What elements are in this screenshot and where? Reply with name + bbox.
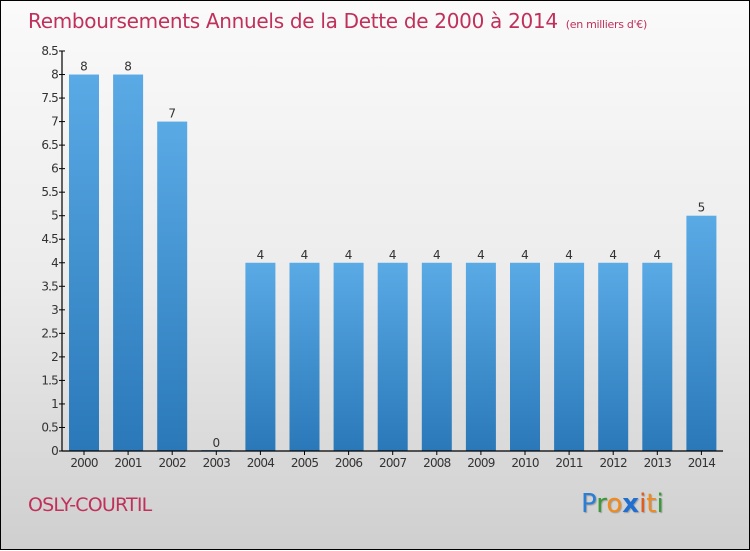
bar-2001 [113, 74, 144, 451]
value-label-2007: 4 [389, 248, 397, 262]
y-tick-label: 5.5 [41, 185, 58, 199]
y-tick-label: 0.5 [41, 420, 58, 434]
x-tick-label-2006: 2006 [335, 456, 363, 470]
value-label-2013: 4 [653, 248, 661, 262]
x-tick-label-2009: 2009 [467, 456, 495, 470]
bar-2010 [510, 262, 540, 451]
y-tick-label: 6.5 [41, 138, 58, 152]
x-tick-label-2003: 2003 [203, 456, 231, 470]
value-label-2006: 4 [345, 248, 353, 262]
chart-title: Remboursements Annuels de la Dette de 20… [28, 9, 647, 33]
value-label-2000: 8 [80, 60, 88, 74]
y-tick-label: 3.5 [41, 279, 58, 293]
bar-2002 [157, 121, 188, 452]
title-text: Remboursements Annuels de la Dette de 20… [28, 9, 558, 33]
x-tick-label-2014: 2014 [688, 456, 716, 470]
bar-2009 [465, 262, 496, 451]
y-tick-label: 0 [51, 444, 58, 458]
logo-letter: P [581, 489, 597, 519]
value-label-2002: 7 [168, 107, 176, 121]
x-tick-label-2000: 2000 [70, 456, 98, 470]
bar-2005 [289, 262, 320, 451]
value-label-2003: 0 [212, 436, 220, 450]
value-label-2005: 4 [301, 248, 309, 262]
logo-letter: o [606, 489, 623, 519]
y-tick-label: 7 [51, 115, 58, 129]
bar-2008 [421, 262, 452, 451]
x-tick-label-2001: 2001 [114, 456, 142, 470]
y-axis: 0 0.5 1 1.5 2 2.5 3 3.5 4 4.5 5 5.5 6 6.5 7 7.5 8 8.5 [41, 44, 65, 458]
city-name: OSLY-COURTIL [28, 494, 152, 516]
x-tick-label-2008: 2008 [423, 456, 451, 470]
x-tick-label-2011: 2011 [555, 456, 583, 470]
x-tick-label-2013: 2013 [644, 456, 672, 470]
y-tick-label: 1 [51, 397, 58, 411]
bar-2012 [598, 262, 629, 451]
bar-2014 [686, 215, 717, 451]
y-tick-label: 1.5 [41, 373, 58, 387]
x-tick-label-2007: 2007 [379, 456, 407, 470]
x-axis: 2000 2001 2002 2003 2004 2005 2006 2007 2008 2009… [62, 450, 723, 470]
value-label-2009: 4 [477, 248, 485, 262]
x-tick-label-2012: 2012 [600, 456, 628, 470]
logo-letter: i [656, 489, 664, 519]
y-tick-label: 7.5 [41, 91, 58, 105]
y-tick-label: 2 [51, 350, 58, 364]
y-tick-label: 5 [51, 209, 58, 223]
x-tick-label-2004: 2004 [247, 456, 275, 470]
logo-letter: r [596, 489, 607, 519]
y-tick-label: 6 [51, 162, 58, 176]
bars-group: 8 8 7 0 4 4 4 4 4 4 4 4 4 4 5 [69, 60, 717, 452]
x-tick-label-2005: 2005 [291, 456, 319, 470]
y-tick-label: 8.5 [41, 44, 58, 58]
y-tick-label: 2.5 [41, 326, 58, 340]
value-label-2011: 4 [565, 248, 573, 262]
logo-letter: i [639, 489, 647, 519]
value-label-2010: 4 [521, 248, 529, 262]
value-label-2014: 5 [698, 201, 706, 215]
y-tick-label: 8 [51, 68, 58, 82]
bar-2007 [377, 262, 408, 451]
y-tick-label: 4 [51, 256, 58, 270]
x-tick-label-2010: 2010 [511, 456, 539, 470]
value-label-2008: 4 [433, 248, 441, 262]
bar-2013 [642, 262, 673, 451]
logo-letter: x [622, 489, 640, 519]
y-tick-label: 3 [51, 303, 58, 317]
chart-subtitle: (en milliers d'€) [565, 18, 647, 31]
bar-2004 [245, 262, 276, 451]
y-tick-label: 4.5 [41, 232, 58, 246]
bar-2006 [333, 262, 364, 451]
proxiti-logo[interactable]: Proxiti [581, 489, 664, 519]
value-label-2012: 4 [609, 248, 617, 262]
value-label-2001: 8 [124, 60, 132, 74]
bar-2011 [554, 262, 585, 451]
value-label-2004: 4 [257, 248, 265, 262]
logo-letter: t [646, 489, 657, 519]
x-tick-label-2002: 2002 [159, 456, 187, 470]
bar-2000 [69, 74, 99, 451]
